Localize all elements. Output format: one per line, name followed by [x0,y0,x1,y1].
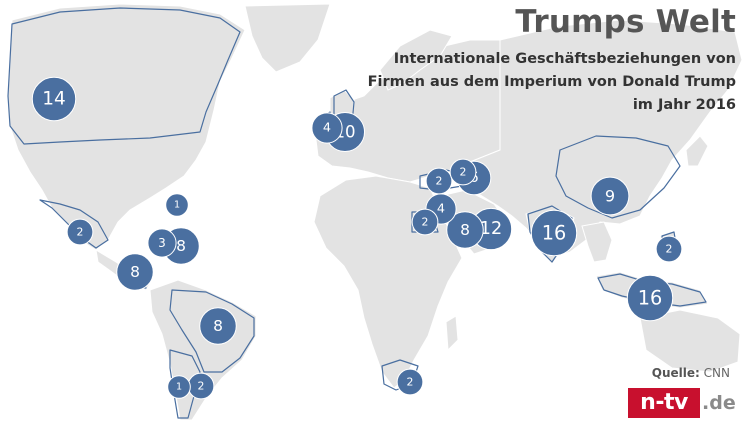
bubble-philippinen[interactable]: 2 [656,236,682,262]
bubble-value-label: 8 [213,317,223,335]
bubble-südafrika[interactable]: 2 [397,369,423,395]
bubble-value-label: 2 [407,376,414,389]
bubble-china[interactable]: 9 [591,177,629,215]
bubble-value-label: 2 [460,166,467,179]
ntv-logo: n-tv .de [628,388,736,418]
bubble-value-label: 9 [605,187,615,206]
logo-brand: n-tv [628,388,700,418]
bubble-indonesien[interactable]: 16 [627,275,672,320]
bubble-value-label: 4 [323,121,331,136]
bubble-türkei[interactable]: 2 [426,168,452,194]
subtitle-line: Internationale Geschäftsbeziehungen von [316,48,736,71]
bubble-kanada[interactable]: 14 [32,77,75,120]
bubble-value-label: 14 [42,89,66,110]
bubble-value-label: 16 [638,287,663,310]
bubble-value-label: 8 [176,237,186,255]
bubble-mexiko[interactable]: 2 [67,219,93,245]
bubble-value-label: 2 [198,380,205,393]
bubble-uruguay[interactable]: 2 [188,373,214,399]
bubble-value-label: 3 [158,236,166,250]
bubble-bermuda[interactable]: 1 [166,194,189,217]
source-label: Quelle: [652,366,700,380]
bubble-irland[interactable]: 4 [312,113,342,143]
bubble-brasilien[interactable]: 8 [200,308,236,344]
bubble-argentinien[interactable]: 1 [168,376,191,399]
map-title: Trumps Welt [515,4,736,40]
bubble-value-label: 2 [436,175,443,188]
bubble-value-label: 2 [666,243,673,256]
bubble-value-label: 2 [77,226,84,239]
bubble-value-label: 4 [437,202,445,217]
bubble-value-label: 8 [130,263,140,281]
subtitle-line: Firmen aus dem Imperium von Donald Trump [316,71,736,94]
source-note: Quelle: CNN [652,366,730,380]
bubble-indien[interactable]: 16 [531,210,576,255]
bubble-value-label: 16 [542,222,567,245]
subtitle-line: im Jahr 2016 [316,94,736,117]
logo-suffix: .de [702,392,736,414]
source-name: CNN [704,366,730,380]
bubble-ägypten[interactable]: 2 [412,209,438,235]
bubble-value-label: 1 [174,200,180,211]
bubble-panama[interactable]: 8 [117,254,153,290]
map-subtitle: Internationale Geschäftsbeziehungen von … [316,48,736,117]
bubble-value-label: 1 [176,382,182,393]
bubble-georgien[interactable]: 2 [450,159,476,185]
bubble-value-label: 2 [422,216,429,229]
bubble-value-label: 8 [460,221,470,239]
bubble-karibik[interactable]: 3 [148,229,176,257]
